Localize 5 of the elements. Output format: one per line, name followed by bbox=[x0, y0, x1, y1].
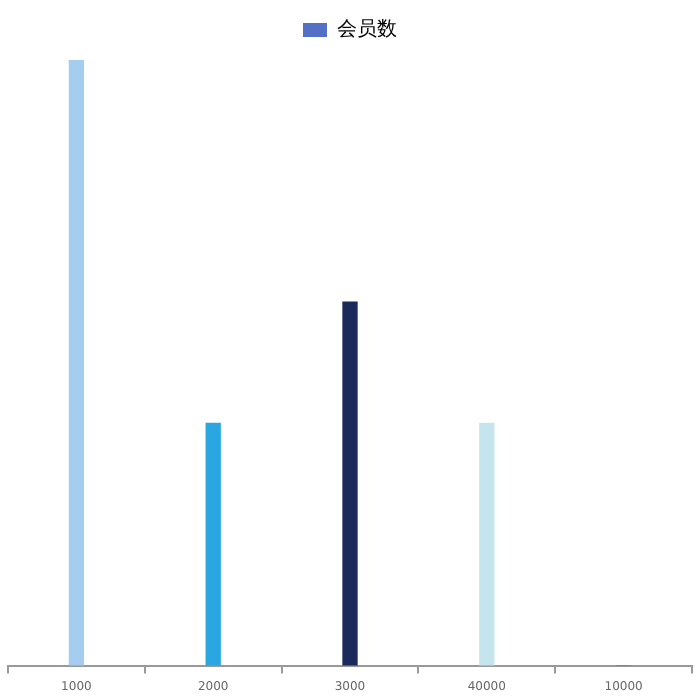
bar bbox=[205, 422, 221, 666]
bar bbox=[342, 301, 358, 666]
bar bbox=[68, 60, 85, 666]
legend-label: 会员数 bbox=[337, 17, 397, 42]
bar bbox=[479, 422, 495, 666]
